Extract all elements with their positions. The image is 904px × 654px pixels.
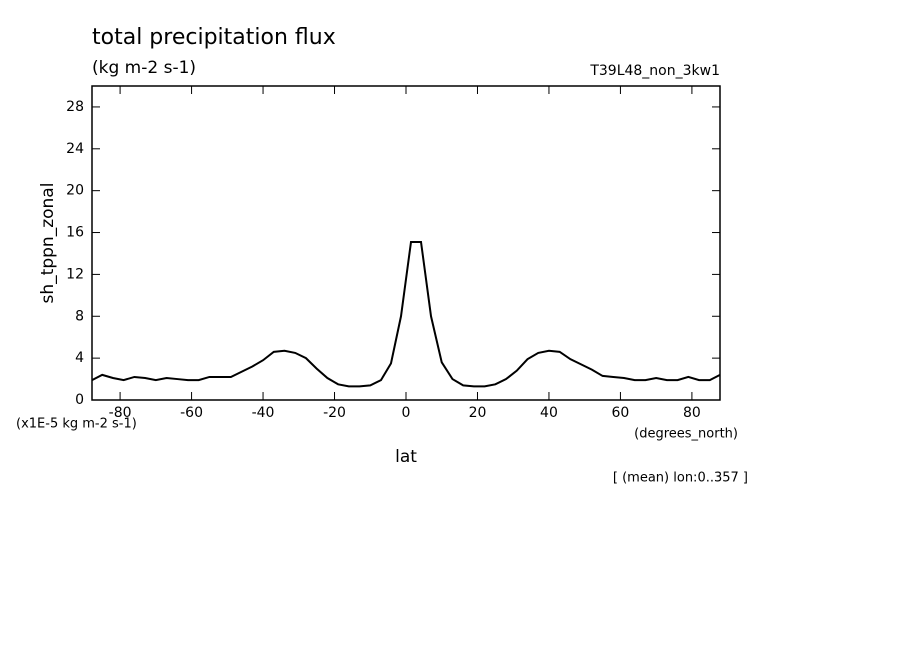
- x-tick-label: 40: [540, 405, 558, 421]
- y-tick-label: 16: [66, 225, 84, 241]
- y-units: (x1E-5 kg m-2 s-1): [16, 417, 137, 432]
- x-tick-label: 80: [683, 405, 701, 421]
- x-axis-label: lat: [395, 447, 417, 467]
- x-tick-label: -20: [323, 405, 346, 421]
- y-tick-label: 4: [75, 350, 84, 366]
- y-tick-label: 8: [75, 308, 84, 324]
- x-tick-label: 20: [469, 405, 487, 421]
- x-tick-label: 60: [612, 405, 630, 421]
- y-tick-label: 24: [66, 141, 84, 157]
- chart-title: total precipitation flux: [92, 25, 336, 50]
- y-tick-label: 28: [66, 99, 84, 115]
- data-line: [91, 240, 721, 388]
- chart-subtitle: (kg m-2 s-1): [92, 58, 196, 78]
- y-tick-label: 0: [75, 392, 84, 408]
- x-units: (degrees_north): [634, 427, 738, 442]
- x-tick-label: -80: [109, 405, 132, 421]
- y-tick-label: 20: [66, 183, 84, 199]
- annotation: [ (mean) lon:0..357 ]: [613, 471, 748, 486]
- y-axis-label: sh_tppn_zonal: [38, 183, 58, 304]
- x-tick-label: -60: [180, 405, 203, 421]
- run-label: T39L48_non_3kw1: [589, 63, 720, 79]
- plot-frame: [91, 85, 721, 401]
- x-tick-label: 0: [402, 405, 411, 421]
- x-tick-label: -40: [252, 405, 275, 421]
- y-tick-label: 12: [66, 266, 84, 282]
